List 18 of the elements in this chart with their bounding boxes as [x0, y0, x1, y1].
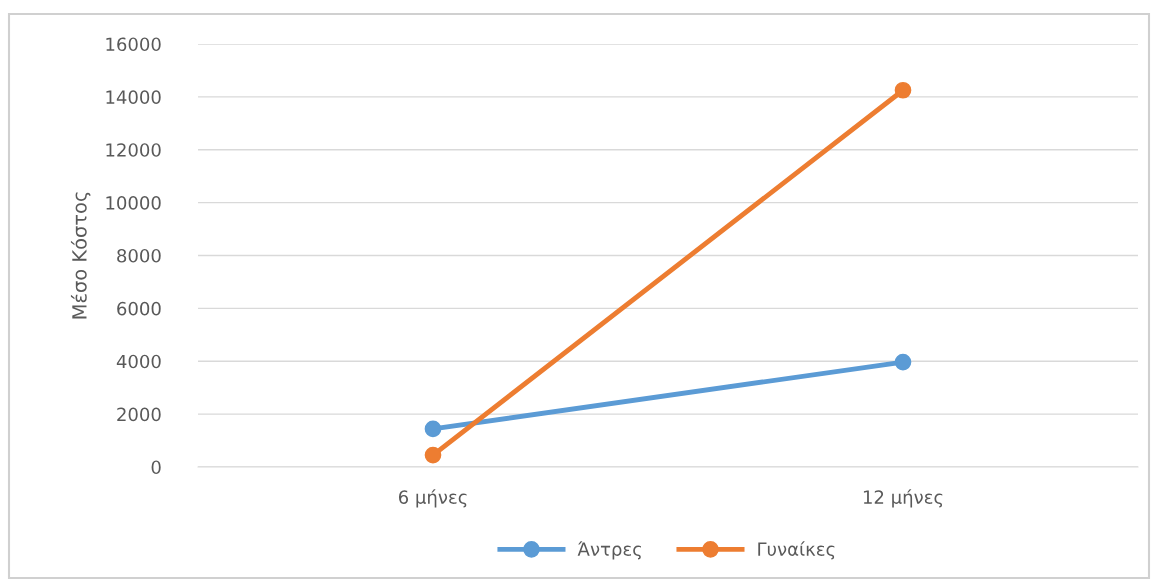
point: [424, 420, 442, 438]
y-tick-label: 16000: [106, 37, 161, 52]
legend-label: Γυναίκες: [758, 541, 835, 560]
y-tick-label: 2000: [117, 407, 161, 422]
y-tick-label: 8000: [117, 248, 161, 263]
point: [424, 446, 442, 464]
y-tick-label: 0: [151, 460, 161, 475]
y-tick-label: 10000: [106, 196, 161, 210]
point: [894, 353, 912, 371]
point: [894, 81, 912, 99]
legend-label: Άντρες: [577, 541, 641, 560]
x-tick-label: 6 μήνες: [398, 489, 467, 508]
x-tick-label: 12 μήνες: [863, 489, 943, 508]
y-tick-label: 12000: [106, 143, 161, 157]
y-tick-label: 14000: [106, 90, 161, 104]
y-axis-title: Μέσο Κόστος: [70, 192, 91, 319]
y-tick-label: 6000: [117, 301, 161, 316]
y-tick-label: 4000: [116, 354, 161, 369]
